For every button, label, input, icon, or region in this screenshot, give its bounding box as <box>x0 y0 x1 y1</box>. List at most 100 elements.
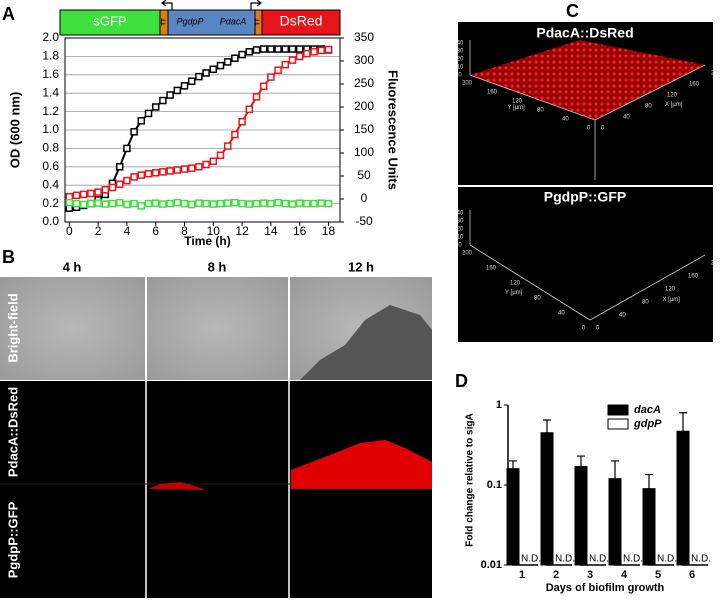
axis-title: Y [µm] <box>505 290 523 296</box>
data-point <box>259 199 268 207</box>
data-point <box>130 128 138 136</box>
panel-label: A <box>2 4 15 24</box>
data-point <box>303 199 311 208</box>
y-axis-label: Fold change relative to sigA <box>465 413 476 546</box>
data-point <box>209 157 218 166</box>
gene-label: DsRed <box>280 13 323 29</box>
y-tick-label: 1.8 <box>42 49 59 63</box>
data-point <box>72 191 81 200</box>
row-label: PgdpP::GFP <box>5 501 20 578</box>
value-label: N.D. <box>623 554 643 565</box>
x-tick-label: 8 <box>181 224 188 238</box>
error-bar <box>679 412 687 432</box>
image <box>0 277 145 380</box>
error-bar <box>509 460 517 469</box>
data-point <box>317 199 326 207</box>
axis-tick: 80 <box>534 296 541 302</box>
x-tick-label: 3 <box>587 569 593 581</box>
data-point <box>187 200 196 209</box>
data-point <box>202 69 210 77</box>
axis-tick: 40 <box>623 115 630 121</box>
data-point <box>267 73 275 81</box>
y-tick-label: 0.4 <box>42 177 59 191</box>
bar <box>642 488 656 566</box>
data-point <box>195 199 203 207</box>
axis-tick: 40 <box>619 313 626 319</box>
x-tick-label: 6 <box>689 569 695 581</box>
axis-tick: 0 <box>582 326 586 332</box>
data-point <box>238 199 246 208</box>
value-label: N.D. <box>521 554 541 565</box>
data-point <box>65 192 74 201</box>
image-title: PdacA::DsRed <box>536 25 633 41</box>
x-axis-label: Days of biofilm growth <box>546 582 665 594</box>
data-point <box>202 160 210 169</box>
panel-label: C <box>566 1 579 21</box>
data-point <box>274 66 282 74</box>
data-point <box>173 86 182 95</box>
y2-tick-label: 300 <box>354 53 374 67</box>
data-point <box>303 49 311 58</box>
error-bar <box>645 473 653 489</box>
y2-tick-label: -50 <box>355 214 373 228</box>
data-point <box>281 60 290 69</box>
axis-tick: 30 <box>457 219 464 225</box>
red-signal <box>291 440 432 489</box>
data-point <box>202 199 210 208</box>
gene-label: PgdpP <box>176 16 203 26</box>
data-point <box>274 45 282 53</box>
image-title: PgdpP::GFP <box>544 189 626 205</box>
data-point <box>159 96 167 105</box>
data-point <box>310 199 318 208</box>
axis-tick: 0 <box>458 243 462 249</box>
data-point <box>137 117 146 125</box>
data-point <box>274 198 282 207</box>
data-point <box>231 54 239 62</box>
data-point <box>317 46 326 55</box>
axis-tick: 200 <box>711 71 720 77</box>
data-point <box>267 199 275 208</box>
panel-label: B <box>2 247 15 267</box>
y2-tick-label: 0 <box>361 191 368 205</box>
axis-tick: 0 <box>587 126 591 132</box>
x-tick-label: 18 <box>322 224 336 238</box>
y-tick-label: 0.6 <box>42 159 59 173</box>
data-point <box>144 109 153 118</box>
error-bar <box>543 419 551 433</box>
x-tick-label: 2 <box>95 224 102 238</box>
y2-tick-label: 100 <box>354 145 374 159</box>
data-point <box>79 190 88 199</box>
data-point <box>238 50 246 59</box>
data-point <box>166 199 174 208</box>
axis-tick: 200 <box>462 81 473 87</box>
bar <box>540 432 554 566</box>
data-point <box>216 61 225 70</box>
gene-map <box>59 0 341 36</box>
bar <box>676 430 690 566</box>
gene-label: sGFP <box>93 13 126 28</box>
data-point <box>130 199 138 208</box>
data-point <box>180 165 189 173</box>
y-tick-label: 0.0 <box>42 214 59 228</box>
gene-label: TT <box>256 18 262 26</box>
axis-tick: 120 <box>512 99 523 105</box>
axis-tick: 40 <box>457 41 464 47</box>
data-point <box>151 169 160 177</box>
x-tick-label: 4 <box>124 224 131 238</box>
x-axis-label: Time (h) <box>184 234 230 248</box>
axis-title: Y [µm] <box>508 105 526 111</box>
x-tick-label: 0 <box>66 224 73 238</box>
data-point <box>123 200 131 209</box>
data-point <box>281 199 290 208</box>
y-tick-label: 0.1 <box>487 479 502 491</box>
biofilm-shadow <box>300 305 432 380</box>
axis-tick: 120 <box>665 287 676 293</box>
data-point <box>252 46 261 54</box>
data-point <box>159 200 167 208</box>
axis-tick: 160 <box>689 82 700 88</box>
axis-tick: 10 <box>457 235 464 241</box>
data-point <box>108 199 117 208</box>
axis-tick: 80 <box>645 104 652 110</box>
value-label: N.D. <box>589 554 609 565</box>
data-point <box>195 163 203 171</box>
